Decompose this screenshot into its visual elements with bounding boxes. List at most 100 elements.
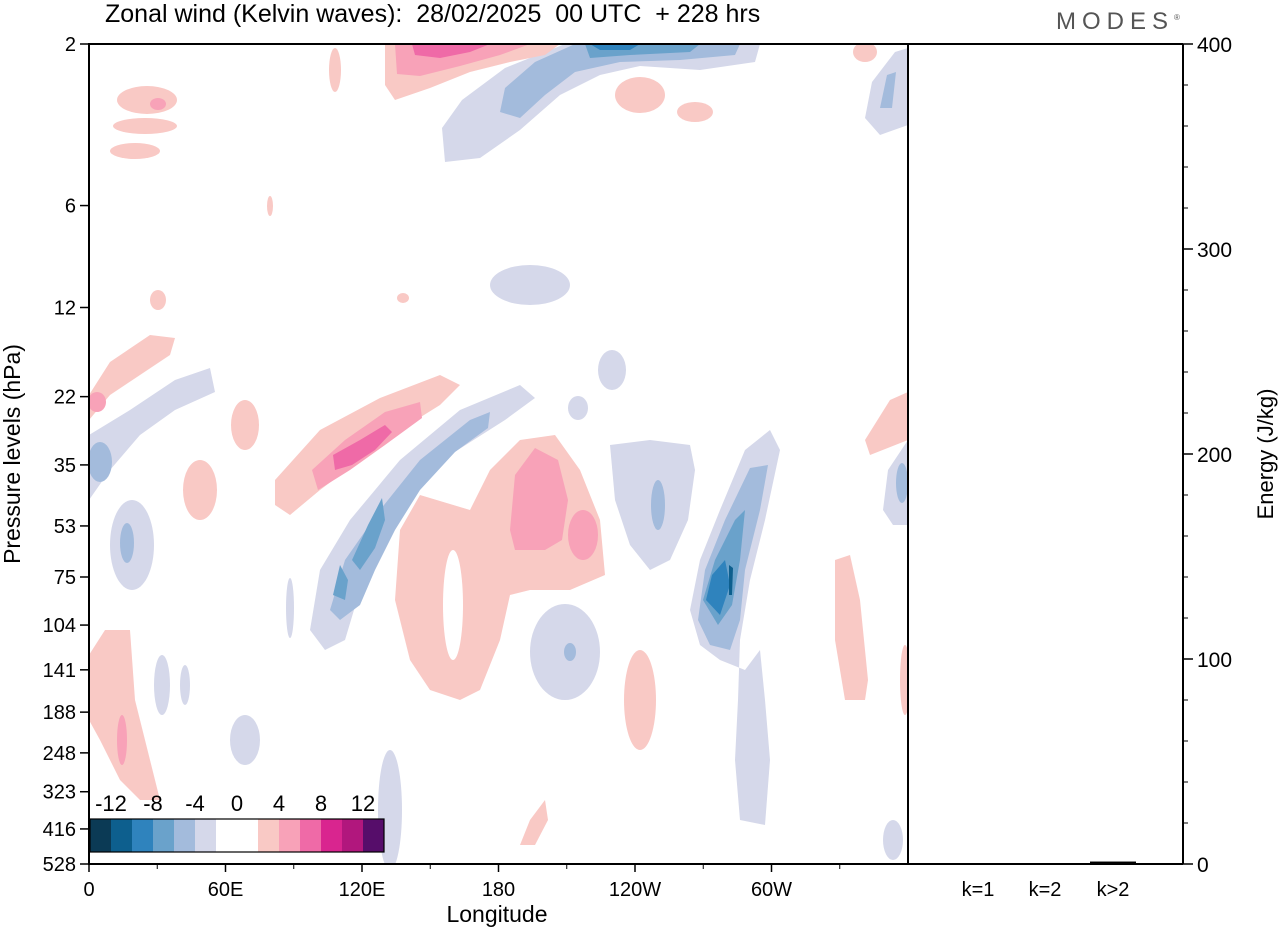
contour-pos — [397, 293, 409, 303]
contour-pos — [853, 44, 877, 62]
contour-neg — [89, 368, 215, 500]
y-tick-label: 141 — [43, 660, 76, 682]
x-axis: 0 60E 120E 180 120W 60W — [83, 864, 841, 901]
contour-neg — [330, 412, 490, 620]
brand-mark: ® — [1174, 13, 1180, 22]
contour-pos — [677, 102, 713, 122]
brand-text: MODES — [1056, 8, 1175, 35]
contour-pos — [520, 800, 548, 845]
energy-tick-label: 0 — [1197, 854, 1209, 877]
contour-neg — [568, 396, 588, 420]
contour-pos — [117, 715, 127, 765]
colorbar-swatch — [90, 819, 111, 852]
y-tick-label: 6 — [65, 196, 76, 218]
contour-pos — [267, 196, 273, 216]
energy-axis: 0 100 200 300 400 — [1183, 34, 1232, 877]
contour-neg — [564, 643, 576, 661]
energy-axis-label: Energy (J/kg) — [1253, 389, 1278, 520]
colorbar-swatch — [174, 819, 195, 852]
colorbar-label: -8 — [143, 791, 163, 816]
colorbar-swatch — [237, 819, 258, 852]
contour-pos — [150, 98, 166, 110]
contour-neg — [729, 565, 733, 595]
y-tick-label: 104 — [43, 615, 76, 637]
colorbar-swatch — [363, 819, 384, 852]
contour-neg — [490, 265, 570, 305]
contour-neg — [706, 560, 730, 615]
contour-pos — [150, 290, 166, 310]
contour-neg — [310, 385, 535, 650]
contour-pos — [615, 77, 665, 113]
colorbar-label: 0 — [231, 791, 243, 816]
colorbar-swatch — [258, 819, 279, 852]
colorbar-swatch — [195, 819, 216, 852]
energy-bar — [1090, 861, 1136, 864]
x-tick-label: 120E — [339, 879, 386, 901]
y-tick-label: 528 — [43, 854, 76, 876]
contour-neg — [180, 665, 190, 705]
contour-neg — [651, 480, 665, 530]
colorbar — [89, 818, 385, 853]
k-label: k=2 — [1029, 879, 1062, 901]
contour-pos — [510, 448, 568, 550]
k-label: k>2 — [1097, 879, 1130, 901]
colorbar-swatch — [111, 819, 132, 852]
x-tick-label: 60E — [208, 879, 244, 901]
contour-pos — [624, 650, 656, 750]
contour-field — [89, 44, 908, 864]
y-tick-label: 53 — [54, 516, 76, 538]
contour-pos — [333, 425, 392, 470]
map-frame — [88, 43, 909, 865]
y-tick-label: 22 — [54, 387, 76, 409]
contour-neg — [500, 44, 740, 118]
contour-neg — [598, 350, 626, 390]
energy-tick-label: 400 — [1197, 34, 1232, 57]
contour-pos — [89, 392, 106, 412]
y-tick-label: 323 — [43, 782, 76, 804]
contour-pos — [568, 510, 598, 560]
y-tick-label: 416 — [43, 819, 76, 841]
colorbar-swatch — [342, 819, 363, 852]
contour-neg — [590, 44, 640, 50]
contour-pos — [865, 392, 908, 455]
contour-pos — [89, 335, 175, 420]
x-axis-label: Longitude — [446, 901, 547, 927]
y-tick-label: 188 — [43, 702, 76, 724]
colorbar-swatch — [300, 819, 321, 852]
contour-neg — [230, 715, 260, 765]
k-axis: k=1 k=2 k>2 — [962, 879, 1130, 901]
contour-neg — [880, 72, 896, 108]
energy-tick-label: 100 — [1197, 649, 1232, 672]
colorbar-swatch — [153, 819, 174, 852]
contour-pos — [231, 400, 259, 450]
y-tick-label: 2 — [65, 34, 76, 56]
contour-neg — [896, 463, 908, 503]
colorbar-label: -4 — [185, 791, 205, 816]
x-tick-label: 120W — [609, 879, 661, 901]
contour-neg — [154, 655, 170, 715]
contour-neg — [333, 565, 348, 600]
contour-pos — [110, 143, 160, 159]
contour-neg — [442, 44, 760, 162]
y-tick-label: 35 — [54, 455, 76, 477]
y-axis: 2 6 12 22 35 53 75 104 141 188 248 323 416 528 — [43, 34, 89, 876]
x-tick-label: 0 — [83, 879, 94, 901]
k-label: k=1 — [962, 879, 995, 901]
colorbar-labels: -12 -8 -4 0 4 8 12 — [95, 791, 375, 816]
contour-pos — [89, 630, 160, 800]
contour-neg — [352, 498, 385, 570]
brand-logo: MODES® — [1056, 8, 1180, 36]
contour-neg — [883, 820, 903, 860]
colorbar-swatch — [132, 819, 153, 852]
y-tick-label: 12 — [54, 297, 76, 319]
contour-pos — [329, 48, 341, 92]
contour-neg — [89, 442, 112, 482]
chart-title: Zonal wind (Kelvin waves): 28/02/2025 00… — [105, 0, 761, 28]
contour-pos — [443, 550, 463, 660]
energy-tick-label: 300 — [1197, 239, 1232, 262]
contour-pos — [183, 460, 217, 520]
colorbar-label: 8 — [315, 791, 327, 816]
y-tick-label: 75 — [54, 567, 76, 589]
contour-pos — [900, 645, 908, 715]
